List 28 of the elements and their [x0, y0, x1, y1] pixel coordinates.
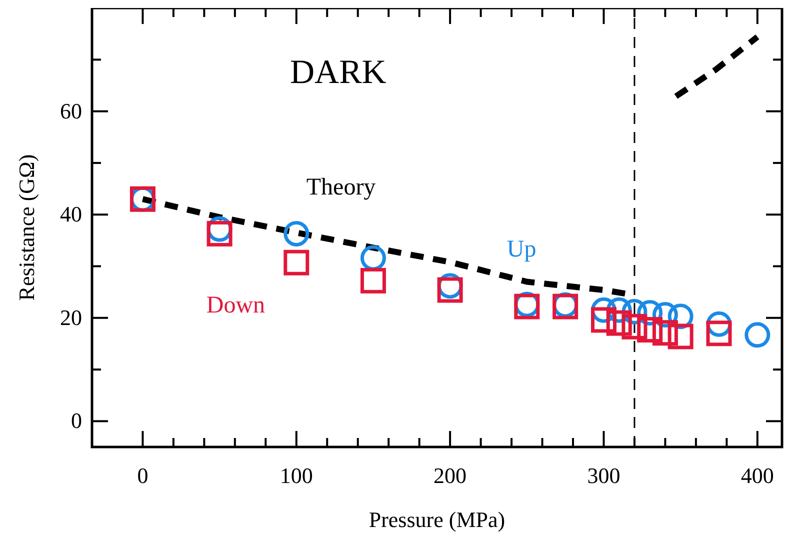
series-label: Down — [206, 292, 266, 319]
point — [622, 314, 648, 340]
x-tick-label: 200 — [434, 463, 467, 488]
x-tick-label: 300 — [587, 463, 620, 488]
point — [606, 310, 632, 336]
point — [668, 324, 694, 350]
point — [284, 220, 310, 246]
y-tick-label: 60 — [60, 98, 82, 124]
x-tick-label: 0 — [137, 463, 148, 488]
x-axis-title: Pressure (MPa) — [368, 507, 506, 532]
x-tick-label: 400 — [740, 463, 774, 488]
point — [590, 307, 616, 333]
point — [706, 320, 732, 346]
point — [637, 317, 663, 343]
point — [744, 322, 770, 348]
annotation: DARK — [290, 54, 387, 91]
y-tick-label: 20 — [60, 304, 82, 330]
y-tick-label: 40 — [60, 202, 82, 227]
point — [206, 220, 232, 246]
y-tick-label: 0 — [71, 408, 82, 434]
point — [652, 320, 678, 346]
point — [437, 277, 463, 303]
y-axis-title: Resistance (GΩ) — [14, 154, 39, 301]
point — [360, 268, 386, 294]
point — [284, 250, 310, 276]
series-label: Theory — [306, 174, 376, 201]
series-label: Up — [506, 236, 536, 262]
x-tick-label: 100 — [280, 463, 313, 488]
